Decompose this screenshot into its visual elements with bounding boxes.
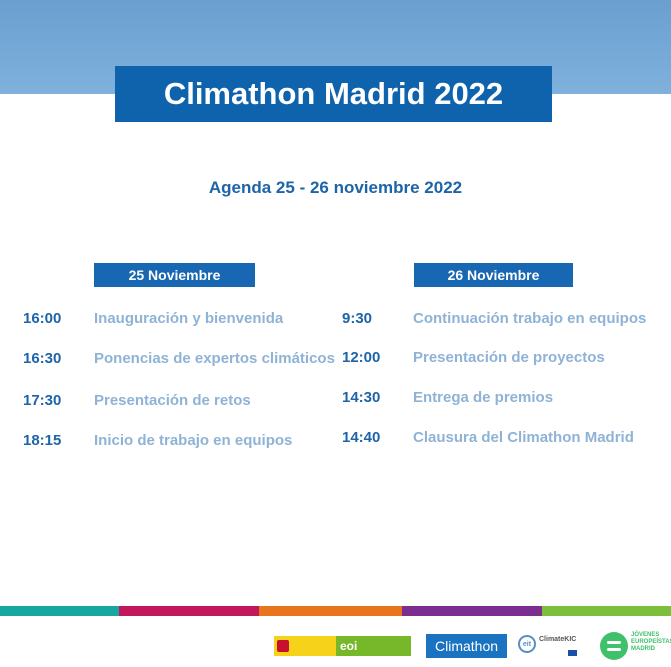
agenda-time: 12:00 [342, 349, 381, 366]
agenda-event: Presentación de retos [94, 392, 251, 409]
stripe-segment [402, 606, 542, 616]
day-header-25: 25 Noviembre [94, 263, 255, 287]
climathon-logo: Climathon [426, 634, 507, 658]
stripe-segment [259, 606, 402, 616]
eit-circle-icon: eit [518, 635, 536, 653]
agenda-time: 16:30 [23, 350, 62, 367]
agenda-event: Ponencias de expertos climáticos [94, 350, 335, 367]
jem-mark-icon [600, 632, 628, 660]
agenda-event: Inicio de trabajo en equipos [94, 432, 293, 449]
agenda-time: 16:00 [23, 310, 62, 327]
agenda-event: Inauguración y bienvenida [94, 310, 284, 327]
eu-flag-icon [568, 650, 577, 656]
day-header-26: 26 Noviembre [414, 263, 573, 287]
eoi-logo-text: eoi [336, 636, 411, 656]
agenda-subtitle: Agenda 25 - 26 noviembre 2022 [208, 178, 463, 197]
agenda-event: Clausura del Climathon Madrid [413, 429, 634, 446]
stripe-segment [542, 606, 671, 616]
jem-logo-text: JÓVENES EUROPEÍSTAS MADRID [631, 632, 671, 652]
agenda-time: 14:40 [342, 429, 381, 446]
page-title: Climathon Madrid 2022 [115, 66, 552, 122]
jovenes-europeistas-logo: JÓVENES EUROPEÍSTAS MADRID [598, 630, 671, 664]
agenda-event: Entrega de premios [413, 389, 554, 406]
eoi-logo: eoi [274, 636, 411, 656]
stripe-segment [119, 606, 259, 616]
agenda-time: 17:30 [23, 392, 62, 409]
agenda-event: Presentación de proyectos [413, 349, 605, 366]
government-shield-icon [274, 636, 336, 656]
climate-kic-text: ClimateKIC [539, 636, 577, 643]
stripe-segment [0, 606, 119, 616]
agenda-time: 18:15 [23, 432, 62, 449]
agenda-time: 14:30 [342, 389, 381, 406]
agenda-event: Continuación trabajo en equipos [413, 310, 647, 327]
agenda-time: 9:30 [342, 310, 373, 327]
climate-kic-logo: eit ClimateKIC [518, 633, 578, 659]
